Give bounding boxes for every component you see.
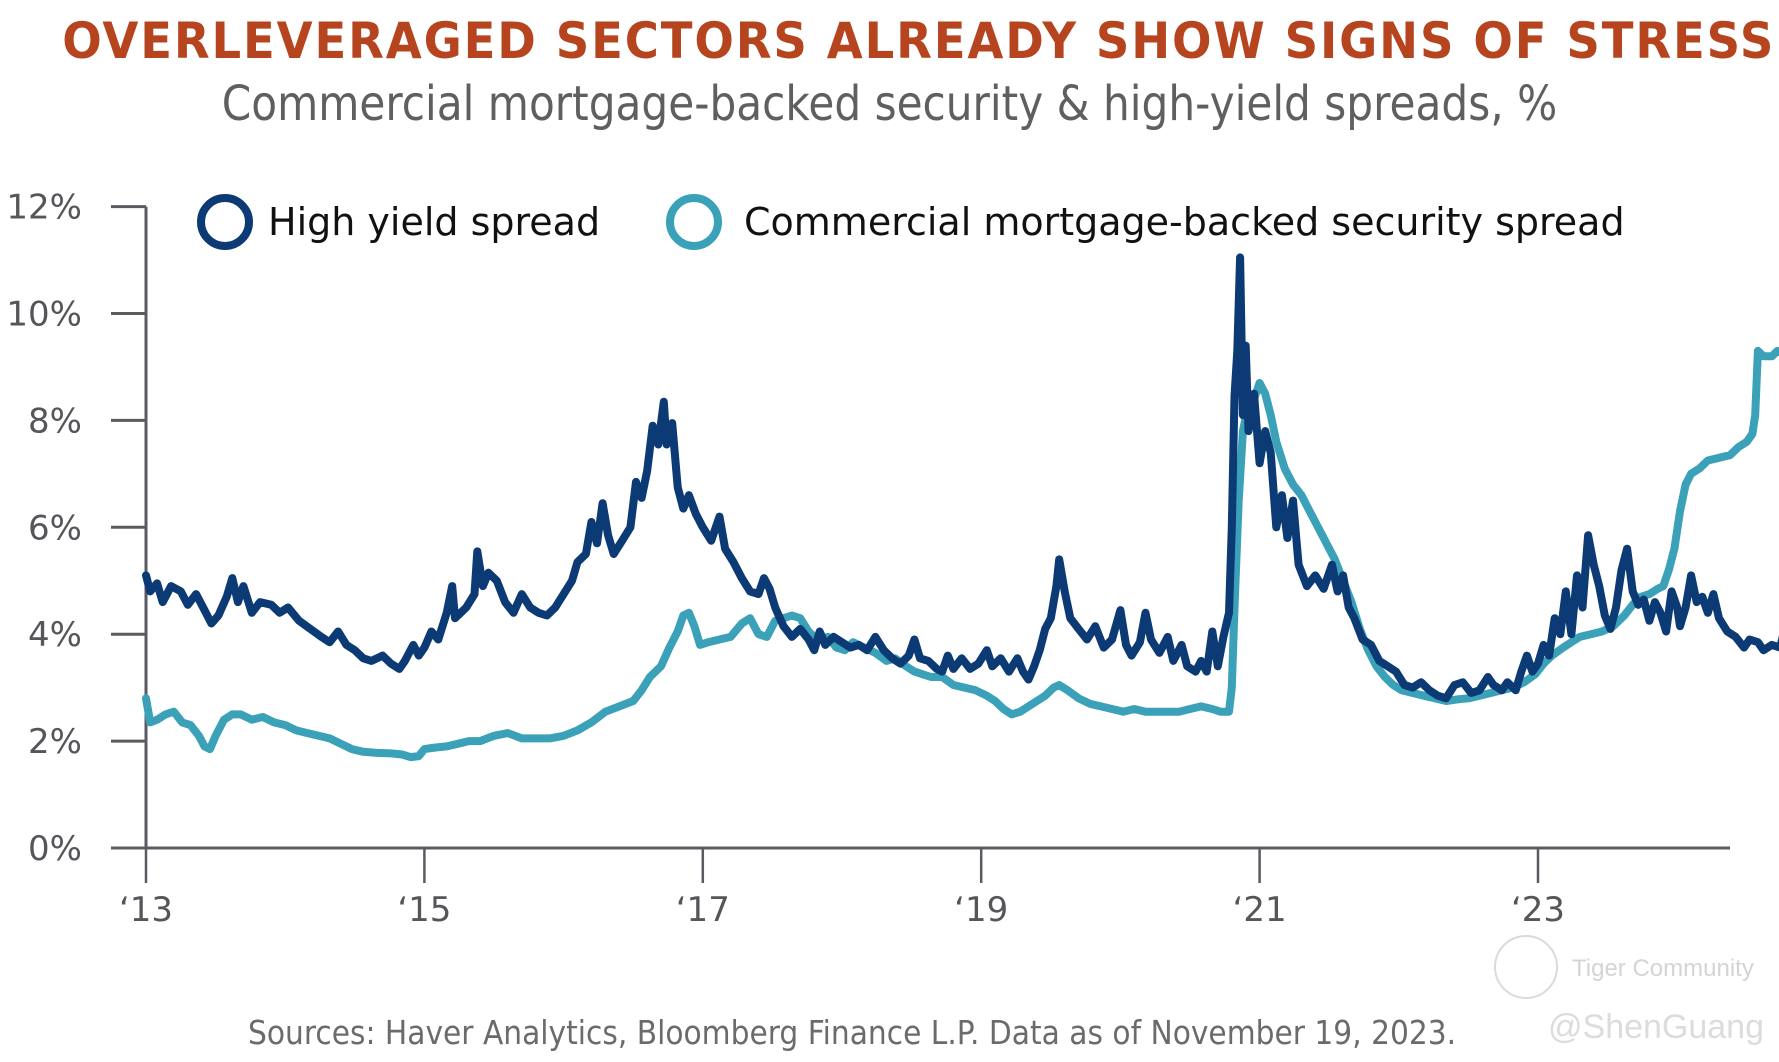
y-tick-label: 6% <box>28 508 82 548</box>
legend-label-high-yield: High yield spread <box>268 200 600 244</box>
legend: High yield spread Commercial mortgage-ba… <box>197 194 1625 250</box>
legend-marker-cmbs <box>666 194 722 250</box>
watermark-handle: @ShenGuang <box>1548 1008 1765 1046</box>
x-tick-label: ‘19 <box>954 890 1008 930</box>
source-note: Sources: Haver Analytics, Bloomberg Fina… <box>248 1013 1457 1052</box>
y-tick-label: 0% <box>28 829 82 869</box>
watermark-community: Tiger Community <box>1572 955 1754 982</box>
chart-title: OVERLEVERAGED SECTORS ALREADY SHOW SIGNS… <box>62 12 1776 70</box>
x-tick-label: ‘17 <box>676 890 730 930</box>
series-group <box>142 253 1779 762</box>
tiger-community-logo-icon <box>1494 935 1558 999</box>
y-tick-label: 4% <box>28 615 82 655</box>
legend-label-cmbs: Commercial mortgage-backed security spre… <box>744 200 1625 244</box>
series-line-cmbs <box>142 346 1779 762</box>
chart-subtitle: Commercial mortgage-backed security & hi… <box>221 76 1558 132</box>
y-tick-label: 2% <box>28 722 82 762</box>
series-line-high-yield <box>142 253 1779 703</box>
y-tick-label: 12% <box>6 188 82 228</box>
x-tick-label: ‘23 <box>1511 890 1565 930</box>
y-tick-label: 8% <box>28 401 82 441</box>
y-tick-label: 10% <box>6 295 82 335</box>
x-tick-label: ‘13 <box>119 890 173 930</box>
x-tick-label: ‘15 <box>397 890 451 930</box>
legend-marker-high-yield <box>197 194 253 250</box>
x-tick-label: ‘21 <box>1233 890 1287 930</box>
axes: 0% 2% 4% 6% 8% 10% 12% ‘13 ‘15 ‘17 ‘19 ‘21 ‘23 <box>6 188 1730 930</box>
